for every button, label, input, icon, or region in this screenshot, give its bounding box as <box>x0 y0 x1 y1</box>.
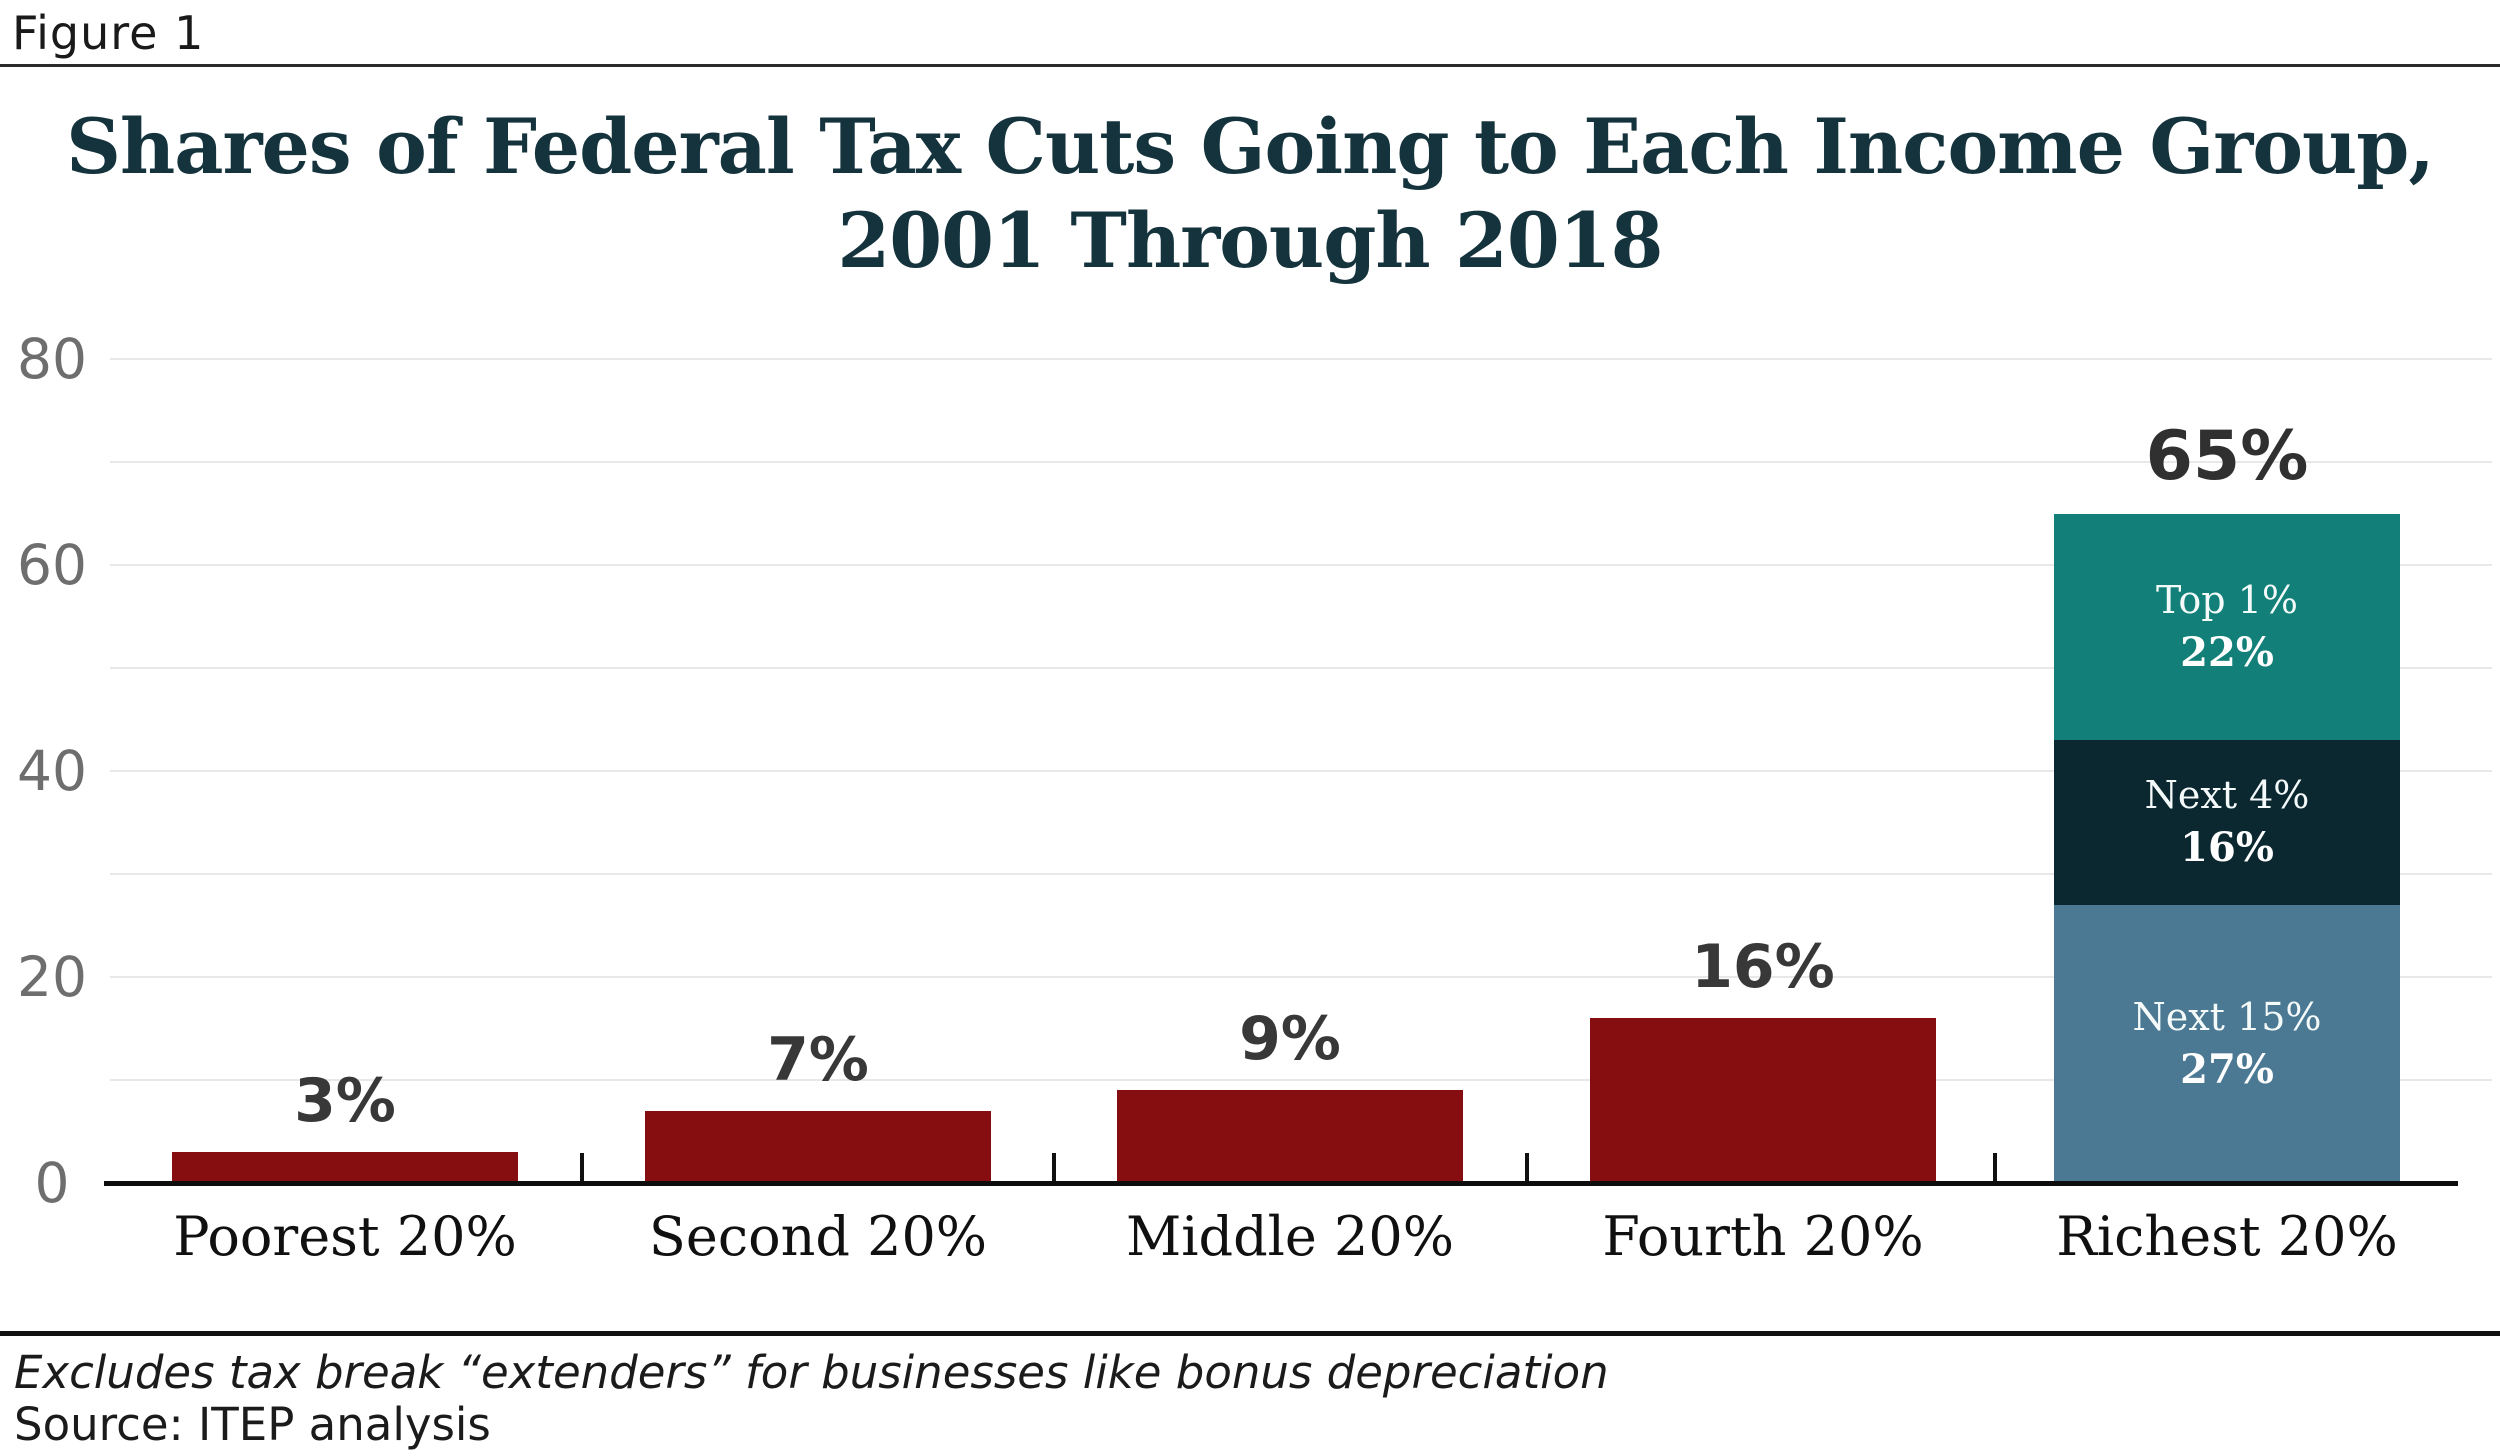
x-axis-category-label-5: Richest 20% <box>2056 1205 2398 1268</box>
chart-title-line-2: 2001 Through 2018 <box>837 196 1663 285</box>
chart-title-line-1: Shares of Federal Tax Cuts Going to Each… <box>66 102 2435 191</box>
bar-value-label-5: 65% <box>2145 416 2309 496</box>
gridline-80 <box>110 358 2492 360</box>
y-axis-tick-label-0: 0 <box>34 1151 70 1215</box>
bar-fourth-20- <box>1590 1018 1936 1183</box>
bar-value-label-4: 16% <box>1691 932 1835 1003</box>
gridline-30 <box>110 873 2492 875</box>
bar-segment-next-4-: Next 4% 16% <box>2054 740 2400 905</box>
x-axis-tick-3 <box>1524 1153 1529 1183</box>
gridline-40 <box>110 770 2492 772</box>
y-axis-tick-label-60: 60 <box>17 533 87 597</box>
y-axis-tick-label-40: 40 <box>17 739 87 803</box>
segment-name-label: Next 4% <box>2144 773 2310 818</box>
figure-number-label: Figure 1 <box>12 6 205 60</box>
footer-divider-line <box>0 1331 2500 1336</box>
segment-name-label: Next 15% <box>2132 994 2322 1039</box>
bar-middle-20- <box>1117 1090 1463 1183</box>
bar-segment-top-1-: Top 1% 22% <box>2054 513 2400 741</box>
segment-value-label: 22% <box>2180 628 2274 676</box>
x-axis-tick-2 <box>1052 1153 1056 1183</box>
x-axis-category-label-1: Poorest 20% <box>173 1205 517 1268</box>
y-axis-tick-label-80: 80 <box>17 327 87 391</box>
x-axis-tick-4 <box>1993 1153 1997 1183</box>
header-divider-line <box>0 64 2500 67</box>
bar-second-20- <box>645 1110 991 1183</box>
bar-segment-next-15-: Next 15% 27% <box>2054 904 2400 1183</box>
chart-title: Shares of Federal Tax Cuts Going to Each… <box>0 100 2500 288</box>
x-axis-category-label-3: Middle 20% <box>1125 1205 1455 1268</box>
gridline-20 <box>110 976 2492 978</box>
bar-poorest-20- <box>172 1152 518 1183</box>
segment-value-label: 27% <box>2180 1045 2274 1093</box>
x-axis-line <box>104 1181 2458 1186</box>
gridline-50 <box>110 667 2492 669</box>
gridline-60 <box>110 564 2492 566</box>
segment-name-label: Top 1% <box>2156 577 2298 622</box>
x-axis-tick-1 <box>579 1153 584 1183</box>
footnote-text: Excludes tax break “extenders” for busin… <box>14 1346 1609 1399</box>
segment-value-label: 16% <box>2180 824 2274 872</box>
gridline-10 <box>110 1079 2492 1081</box>
bar-value-label-3: 9% <box>1239 1004 1341 1075</box>
source-text: Source: ITEP analysis <box>14 1398 491 1451</box>
x-axis-category-label-4: Fourth 20% <box>1602 1205 1924 1268</box>
bar-value-label-1: 3% <box>294 1066 396 1137</box>
y-axis-tick-label-20: 20 <box>17 945 87 1009</box>
bar-value-label-2: 7% <box>767 1024 869 1095</box>
gridline-70 <box>110 461 2492 463</box>
x-axis-category-label-2: Second 20% <box>648 1205 988 1268</box>
